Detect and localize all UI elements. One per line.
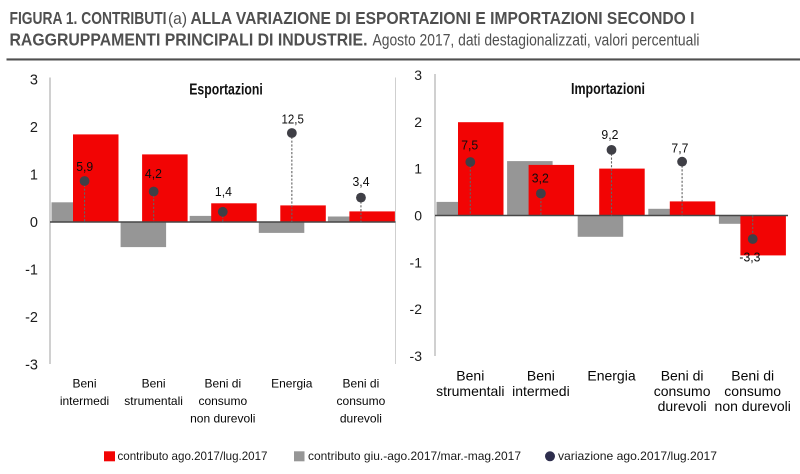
svg-text:3,2: 3,2	[532, 170, 549, 185]
svg-text:Beni di: Beni di	[343, 376, 380, 390]
svg-text:-3: -3	[25, 358, 38, 374]
svg-text:4,2: 4,2	[145, 166, 162, 181]
svg-text:contributo giu.-ago.2017/mar.-: contributo giu.-ago.2017/mar.-mag.2017	[308, 449, 521, 463]
svg-text:0: 0	[414, 208, 422, 224]
svg-text:Beni di: Beni di	[661, 368, 704, 384]
svg-text:consumo: consumo	[337, 394, 386, 408]
svg-text:-3: -3	[410, 348, 423, 364]
svg-text:durevoli: durevoli	[658, 398, 707, 414]
svg-text:3: 3	[30, 72, 38, 88]
svg-text:consumo: consumo	[724, 383, 781, 399]
svg-text:1: 1	[30, 167, 38, 183]
svg-text:Importazioni: Importazioni	[571, 81, 645, 98]
svg-text:-1: -1	[25, 263, 38, 279]
svg-text:Beni di: Beni di	[204, 376, 241, 390]
svg-text:strumentali: strumentali	[436, 383, 504, 399]
svg-text:intermedi: intermedi	[60, 394, 109, 408]
svg-text:non durevoli: non durevoli	[190, 411, 255, 425]
svg-text:9,2: 9,2	[601, 127, 618, 142]
svg-text:-2: -2	[25, 310, 38, 326]
svg-text:3: 3	[414, 67, 422, 83]
svg-text:strumentali: strumentali	[124, 394, 183, 408]
svg-text:0: 0	[30, 215, 38, 231]
svg-text:Beni di: Beni di	[731, 368, 774, 384]
svg-text:non durevoli: non durevoli	[715, 398, 791, 414]
svg-text:1: 1	[414, 161, 422, 177]
svg-text:contributo ago.2017/lug.2017: contributo ago.2017/lug.2017	[118, 449, 268, 463]
svg-text:consumo: consumo	[198, 394, 247, 408]
svg-text:2: 2	[414, 114, 422, 130]
svg-text:Energia: Energia	[271, 376, 313, 390]
svg-text:Beni: Beni	[527, 368, 555, 384]
svg-text:Beni: Beni	[142, 376, 166, 390]
svg-text:12,5: 12,5	[282, 112, 304, 127]
svg-text:-3,3: -3,3	[739, 250, 760, 265]
svg-text:durevoli: durevoli	[340, 411, 382, 425]
svg-text:Beni: Beni	[72, 376, 96, 390]
svg-text:Energia: Energia	[587, 368, 635, 384]
svg-text:consumo: consumo	[654, 383, 711, 399]
svg-text:7,7: 7,7	[671, 140, 688, 155]
svg-text:5,9: 5,9	[76, 159, 93, 174]
svg-text:7,5: 7,5	[461, 138, 478, 153]
svg-text:Beni: Beni	[456, 368, 484, 384]
svg-text:variazione ago.2017/lug.2017: variazione ago.2017/lug.2017	[558, 449, 717, 463]
svg-text:-1: -1	[410, 254, 423, 270]
svg-text:ALLA VARIAZIONE DI ESPORTAZION: ALLA VARIAZIONE DI ESPORTAZIONI E IMPORT…	[191, 8, 695, 28]
svg-text:Agosto 2017, dati destagionali: Agosto 2017, dati destagionalizzati, val…	[373, 32, 700, 50]
svg-text:FIGURA 1. CONTRIBUTI: FIGURA 1. CONTRIBUTI	[10, 8, 167, 28]
svg-text:2: 2	[30, 120, 38, 136]
svg-text:-2: -2	[410, 301, 423, 317]
svg-text:1,4: 1,4	[215, 184, 232, 199]
svg-text:intermedi: intermedi	[512, 383, 570, 399]
svg-text:Esportazioni: Esportazioni	[189, 82, 263, 99]
svg-text:3,4: 3,4	[353, 174, 370, 189]
svg-text:(a): (a)	[168, 10, 187, 28]
svg-text:RAGGRUPPAMENTI PRINCIPALI DI I: RAGGRUPPAMENTI PRINCIPALI DI INDUSTRIE.	[10, 30, 368, 50]
